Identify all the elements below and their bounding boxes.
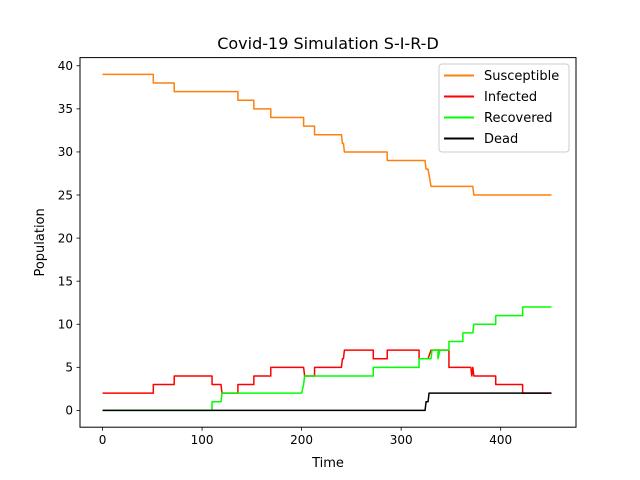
y-tick-label: 20 — [58, 231, 73, 245]
legend-label: Recovered — [484, 111, 553, 126]
legend-label: Infected — [484, 90, 537, 105]
x-tick-label: 200 — [290, 433, 313, 447]
x-tick-label: 300 — [390, 433, 413, 447]
x-tick-label: 0 — [99, 433, 107, 447]
legend: Susceptible Infected Recovered Dead — [438, 63, 570, 153]
legend-item-dead: Dead — [444, 132, 518, 147]
legend-box — [438, 63, 570, 153]
x-tick-label: 400 — [489, 433, 512, 447]
y-tick-label: 0 — [65, 404, 73, 418]
y-axis: 0 5 10 15 20 25 30 35 40 — [58, 59, 80, 418]
legend-label: Susceptible — [484, 69, 559, 84]
chart-title: Covid-19 Simulation S-I-R-D — [217, 34, 439, 53]
y-tick-label: 10 — [58, 318, 73, 332]
series-lines — [102, 73, 552, 412]
y-tick-label: 5 — [65, 361, 73, 375]
y-tick-label: 35 — [58, 102, 73, 116]
y-tick-label: 40 — [58, 59, 73, 73]
x-axis-label: Time — [311, 456, 344, 471]
series-line-susceptible — [102, 73, 552, 196]
series-line-infected — [102, 349, 552, 394]
y-tick-label: 25 — [58, 188, 73, 202]
legend-item-infected: Infected — [444, 90, 537, 105]
legend-label: Dead — [484, 132, 518, 147]
axes-frame — [79, 57, 577, 428]
plot-area — [79, 57, 577, 428]
y-tick-label: 15 — [58, 274, 73, 288]
legend-item-susceptible: Susceptible — [444, 69, 559, 84]
series-line-dead — [102, 392, 552, 412]
x-axis: 0 100 200 300 400 — [99, 427, 512, 447]
x-tick-label: 100 — [191, 433, 214, 447]
series-line-recovered — [102, 306, 552, 412]
y-axis-label: Population — [33, 208, 48, 276]
legend-item-recovered: Recovered — [444, 111, 553, 126]
y-tick-label: 30 — [58, 145, 73, 159]
